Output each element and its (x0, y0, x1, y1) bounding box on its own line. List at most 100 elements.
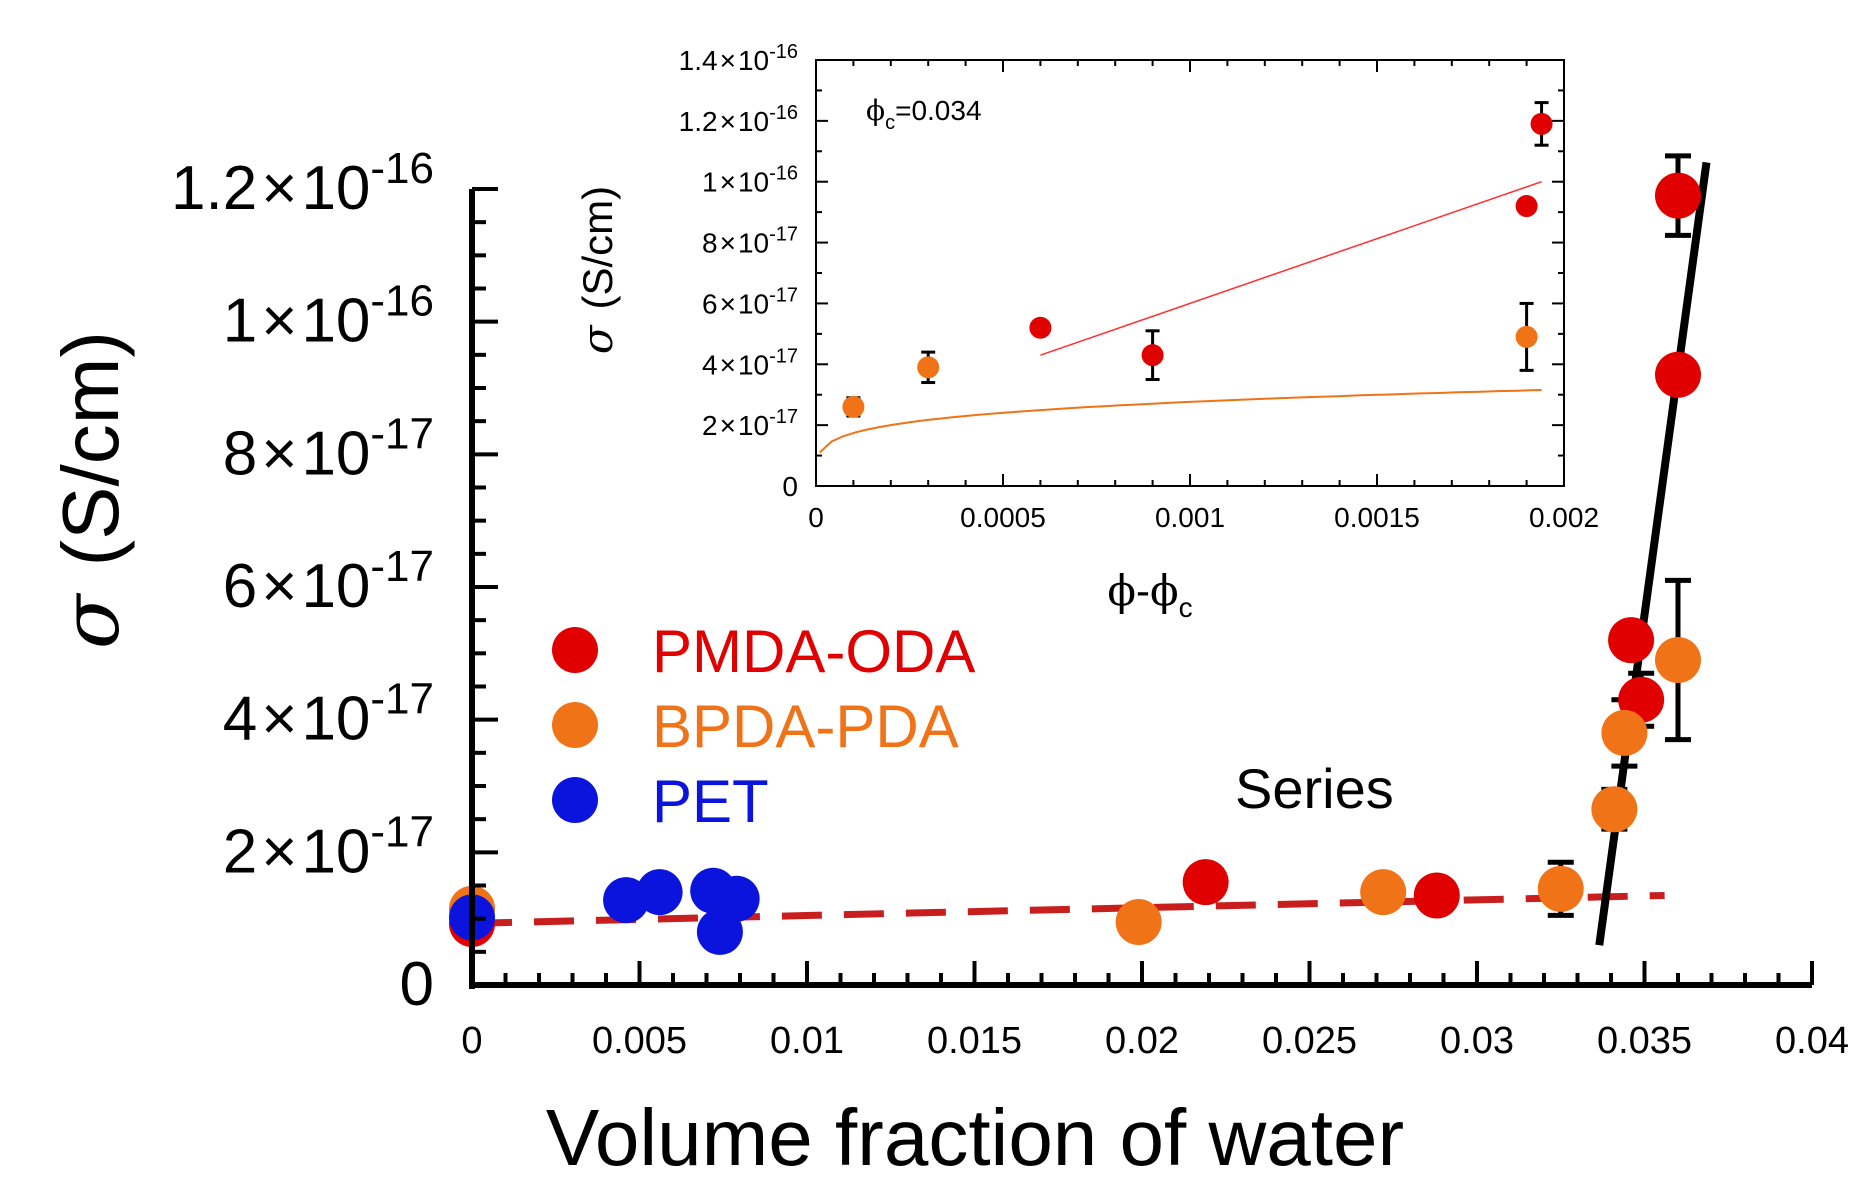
inset-x-axis-label: ϕ-ϕc (1107, 566, 1192, 623)
y-tick-label: 8×10-17 (223, 409, 434, 488)
y-tick-mantissa: 8 (702, 228, 718, 259)
y-tick-base: 10 (301, 287, 370, 356)
legend-marker (552, 777, 598, 823)
pet-point (636, 869, 683, 916)
x-tick-label: 0.015 (927, 1020, 1022, 1062)
y-tick-base: 10 (301, 685, 370, 754)
series-annotation: Series (1235, 757, 1394, 820)
y-tick-label: 1.2×10-16 (679, 102, 798, 137)
y-tick-mantissa: 1 (702, 167, 718, 198)
y-tick-exponent: -17 (769, 406, 798, 428)
inset-bpda-pda-point (917, 356, 940, 379)
y-tick-mantissa: 1 (223, 287, 257, 356)
phi-c-subscript: c (885, 112, 895, 134)
bpda-pda-point (1601, 709, 1648, 756)
main-x-axis-label: Volume fraction of water (546, 1093, 1404, 1182)
x-tick-label: 0.035 (1597, 1020, 1692, 1062)
y-tick-mantissa: 4 (702, 349, 718, 380)
pmda-oda-point (1655, 351, 1701, 398)
y-tick-mantissa: 8 (223, 419, 257, 488)
inset-bpda-pda-point (842, 395, 865, 418)
inset-xlabel-sub: c (1179, 592, 1193, 623)
main-x-tick-labels: 0 0.005 0.01 0.015 0.02 0.025 0.03 0.035 0.04 (461, 1020, 1849, 1062)
bpda-pda-point (1591, 786, 1638, 833)
phi-c-value: =0.034 (895, 95, 981, 126)
y-tick-mantissa: 1.2 (171, 154, 257, 223)
y-tick-times: × (720, 349, 736, 380)
y-tick-label: 6×10-17 (702, 284, 798, 319)
y-tick-mantissa: 4 (223, 685, 257, 754)
y-tick-times: × (261, 817, 297, 886)
y-tick-times: × (720, 228, 736, 259)
pmda-oda-point (1655, 172, 1701, 219)
y-tick-times: × (261, 552, 297, 621)
y-tick-mantissa: 2 (223, 817, 257, 886)
y-tick-mantissa: 2 (702, 410, 718, 441)
y-tick-base: 10 (301, 154, 370, 223)
y-tick-base: 10 (738, 410, 769, 441)
legend-item-bpda-pda: BPDA-PDA (552, 693, 959, 760)
inset-bpda-pda-point (1515, 325, 1538, 348)
legend-marker (552, 702, 598, 748)
y-tick-mantissa: 1.4 (679, 45, 718, 76)
legend-item-pet: PET (552, 768, 769, 835)
y-tick-label: 6×10-17 (223, 542, 434, 621)
svg-text:σ(S/cm): σ (S/cm) (573, 186, 622, 354)
y-tick-times: × (720, 45, 736, 76)
y-tick-label: 0 (782, 471, 798, 502)
y-tick-label: 8×10-17 (702, 224, 798, 259)
y-tick-exponent: -17 (769, 224, 798, 246)
y-tick-times: × (720, 167, 736, 198)
inset-x-tick-label: 0 (808, 502, 824, 533)
inset-pmda-oda-point (1515, 195, 1538, 218)
y-tick-base: 10 (738, 167, 769, 198)
x-tick-label: 0.005 (592, 1020, 687, 1062)
inset-xlabel-phi: ϕ (1107, 566, 1136, 615)
pmda-oda-point (1413, 872, 1460, 919)
y-tick-exponent: -16 (769, 102, 798, 124)
y-tick-label: 0 (400, 950, 434, 1019)
y-tick-base: 10 (738, 288, 769, 319)
inset-pmda-oda-point (1530, 112, 1553, 135)
y-tick-times: × (720, 410, 736, 441)
y-tick-times: × (261, 419, 297, 488)
phi-c-symbol: ϕ (866, 94, 885, 127)
inset-x-tick-label: 0.002 (1529, 502, 1599, 533)
y-tick-exponent: -17 (370, 542, 434, 591)
inset-y-axis-label: σ (S/cm) (573, 186, 622, 354)
main-tick-layer (470, 187, 1814, 987)
inset-point-layer (842, 112, 1553, 418)
pet-point (696, 908, 743, 955)
inset-sigma-symbol: σ (573, 324, 622, 354)
pmda-oda-point (1608, 617, 1655, 664)
phi-c-annotation: ϕc=0.034 (866, 94, 982, 134)
y-tick-label: 1×10-16 (702, 163, 798, 198)
y-tick-base: 10 (301, 817, 370, 886)
inset-y-unit: (S/cm) (574, 186, 621, 310)
legend-label: BPDA-PDA (652, 693, 959, 760)
x-tick-label: 0.04 (1775, 1020, 1849, 1062)
y-tick-times: × (261, 154, 297, 223)
y-tick-label: 1.4×10-16 (679, 41, 798, 76)
y-tick-label: 4×10-17 (702, 345, 798, 380)
x-tick-label: 0.01 (770, 1020, 844, 1062)
y-tick-exponent: -16 (769, 163, 798, 185)
y-tick-mantissa: 6 (223, 552, 257, 621)
inset-pmda-oda-point (1141, 344, 1164, 367)
x-tick-label: 0.02 (1105, 1020, 1179, 1062)
y-tick-exponent: -17 (769, 284, 798, 306)
y-tick-mantissa: 6 (702, 288, 718, 319)
legend-label: PET (652, 768, 769, 835)
inset-y-tick-labels: 02×10-174×10-176×10-178×10-171×10-161.2×… (679, 41, 798, 502)
y-tick-exponent: -17 (370, 807, 434, 856)
y-tick-label: 4×10-17 (223, 675, 434, 754)
x-tick-label: 0.025 (1262, 1020, 1357, 1062)
inset-orange-fit (819, 389, 1542, 454)
y-tick-exponent: -16 (370, 144, 434, 193)
y-tick-exponent: -17 (370, 675, 434, 724)
y-tick-exponent: -16 (769, 41, 798, 63)
inset-chart: 0 0.0005 0.001 0.0015 0.002 02×10-174×10-176… (573, 40, 1599, 623)
inset-xlabel-phi2: ϕ (1150, 566, 1179, 615)
sigma-symbol: σ (44, 592, 137, 649)
